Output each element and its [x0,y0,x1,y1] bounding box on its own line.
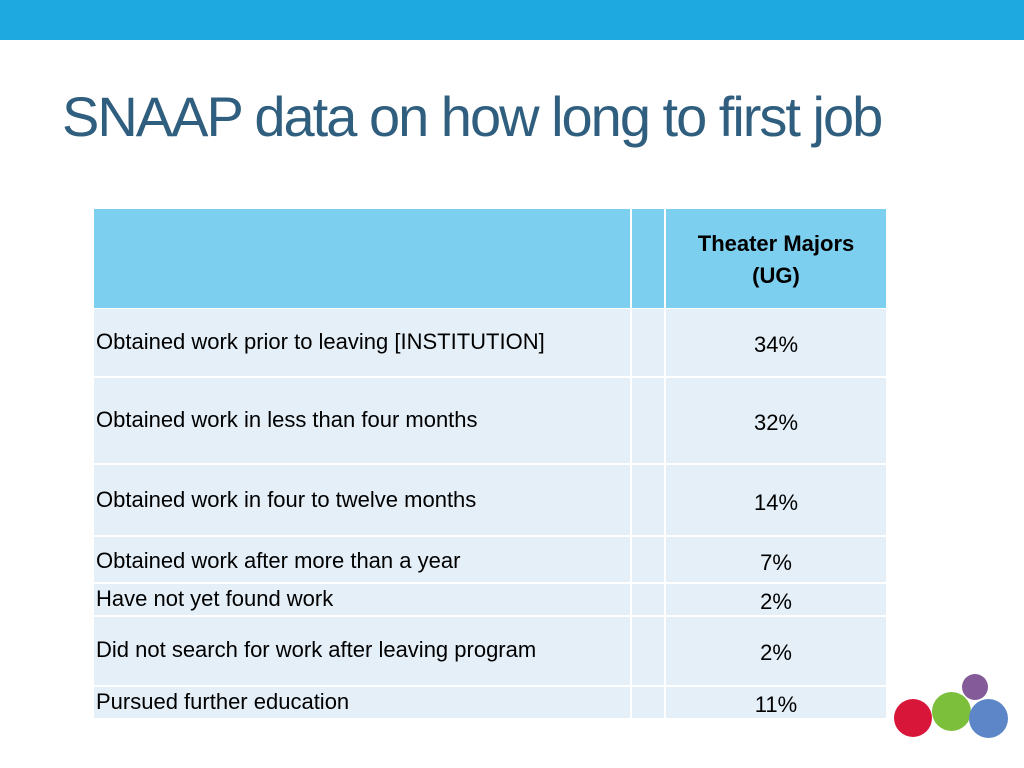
spacer-cell [630,463,666,537]
spacer-cell [630,685,666,720]
results-table: Theater Majors (UG) Obtained work prior … [94,209,886,720]
table-row: Obtained work prior to leaving [INSTITUT… [94,308,886,378]
column-header-text: Theater Majors (UG) [697,230,855,288]
row-label: Obtained work in four to twelve months [94,463,631,537]
table-header-row: Theater Majors (UG) [94,209,886,309]
snaap-logo [892,672,1012,742]
table-row: Have not yet found work 2% [94,582,886,617]
table-row: Obtained work after more than a year 7% [94,535,886,584]
row-value: 34% [665,308,886,378]
top-accent-bar [0,0,1024,40]
spacer-cell [630,376,666,465]
logo-purple-circle [962,674,988,700]
table-row: Obtained work in less than four months 3… [94,376,886,465]
row-label: Obtained work in less than four months [94,376,631,465]
row-label: Have not yet found work [94,582,631,617]
row-value: 2% [665,582,886,617]
header-empty-cell [94,209,631,309]
column-header-theater-majors: Theater Majors (UG) [665,209,886,309]
table-row: Did not search for work after leaving pr… [94,615,886,687]
row-label: Obtained work after more than a year [94,535,631,584]
slide-title: SNAAP data on how long to first job [62,85,883,148]
row-value: 7% [665,535,886,584]
row-value: 14% [665,463,886,537]
spacer-cell [630,535,666,584]
spacer-cell [630,308,666,378]
row-value: 2% [665,615,886,687]
logo-blue-circle [969,699,1008,738]
row-value: 32% [665,376,886,465]
row-label: Did not search for work after leaving pr… [94,615,631,687]
logo-green-circle [932,692,971,731]
table-row: Pursued further education 11% [94,685,886,720]
spacer-cell [630,615,666,687]
table-row: Obtained work in four to twelve months 1… [94,463,886,537]
header-spacer-cell [630,209,666,309]
row-value: 11% [665,685,886,720]
spacer-cell [630,582,666,617]
row-label: Pursued further education [94,685,631,720]
logo-red-circle [894,699,932,737]
row-label: Obtained work prior to leaving [INSTITUT… [94,308,631,378]
